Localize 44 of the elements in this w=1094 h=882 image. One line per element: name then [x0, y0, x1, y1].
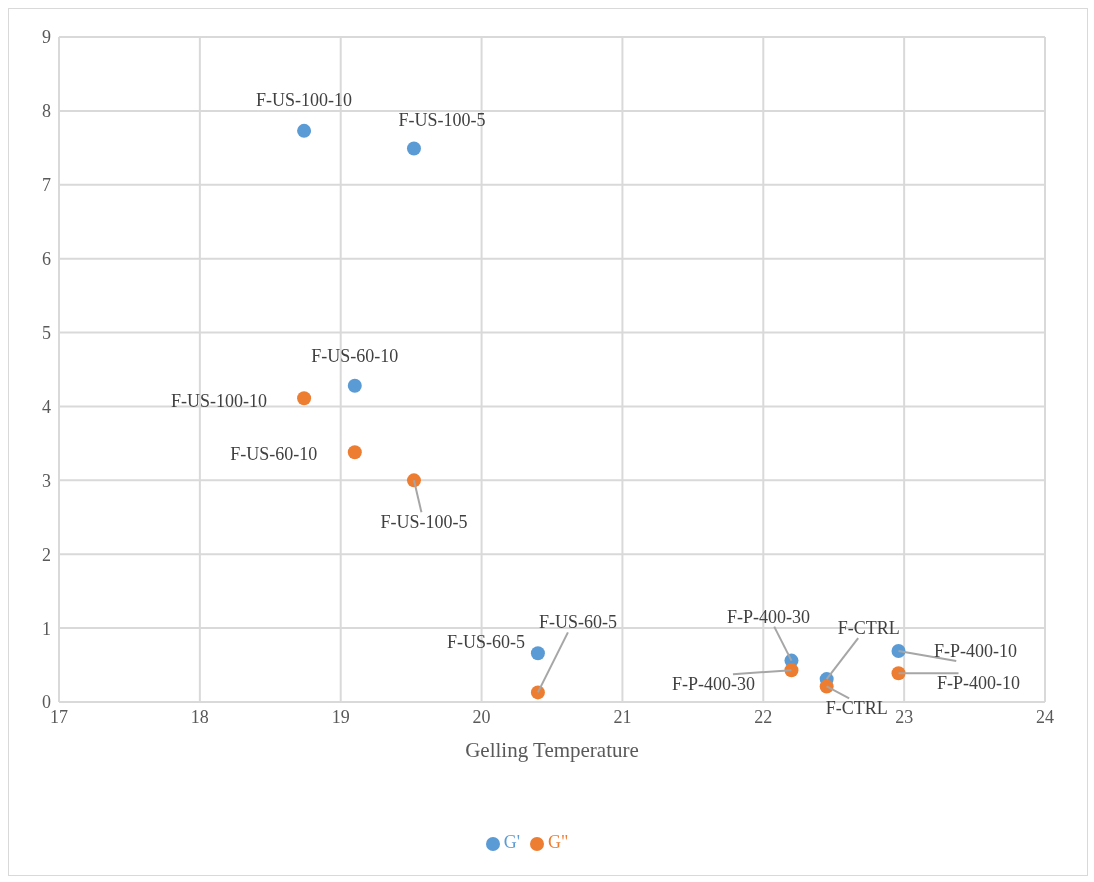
y-tick-label: 8: [42, 101, 51, 122]
point: [297, 123, 312, 138]
point: [784, 663, 799, 678]
annotation: F-P-400-30: [671, 674, 755, 695]
y-tick-label: 4: [42, 396, 51, 417]
annotation: F-US-100-10: [171, 391, 268, 412]
legend-label: G': [503, 832, 520, 852]
annotation: F-CTRL: [825, 698, 888, 719]
annotation: F-P-400-10: [934, 641, 1018, 662]
annotation: F-CTRL: [837, 618, 900, 639]
point: [406, 141, 421, 156]
annotation: F-US-60-5: [446, 632, 525, 653]
y-tick-label: 9: [42, 27, 51, 48]
point: [406, 473, 421, 488]
annotation: F-P-400-10: [937, 673, 1021, 694]
x-tick-label: 24: [1036, 706, 1054, 727]
annotation: F-US-60-10: [230, 444, 318, 465]
x-tick-label: 17: [50, 706, 68, 727]
annotation: F-US-60-10: [311, 345, 399, 366]
x-tick-label: 23: [895, 706, 914, 727]
annotation: F-P-400-30: [726, 606, 810, 627]
point: [530, 646, 545, 661]
annotation: F-US-100-5: [398, 109, 486, 130]
annotation: F-US-60-5: [538, 612, 617, 633]
point: [347, 445, 362, 460]
y-tick-label: 3: [42, 470, 51, 491]
x-tick-label: 19: [331, 706, 350, 727]
x-axis-title: Gelling Temperature: [465, 737, 639, 762]
x-tick-label: 18: [190, 706, 209, 727]
annotation: F-US-100-5: [380, 512, 468, 533]
annotation: F-US-100-10: [256, 89, 353, 110]
y-tick-label: 6: [42, 249, 51, 270]
y-tick-label: 1: [42, 618, 51, 639]
x-tick-label: 20: [472, 706, 491, 727]
point: [530, 685, 545, 700]
y-tick-label: 0: [42, 692, 51, 713]
x-tick-label: 22: [754, 706, 773, 727]
x-tick-label: 21: [613, 706, 632, 727]
y-tick-label: 7: [42, 175, 51, 196]
y-tick-label: 2: [42, 544, 51, 565]
point: [297, 391, 312, 406]
legend-label: G": [547, 832, 569, 852]
point: [347, 378, 362, 393]
y-tick-label: 5: [42, 322, 51, 343]
